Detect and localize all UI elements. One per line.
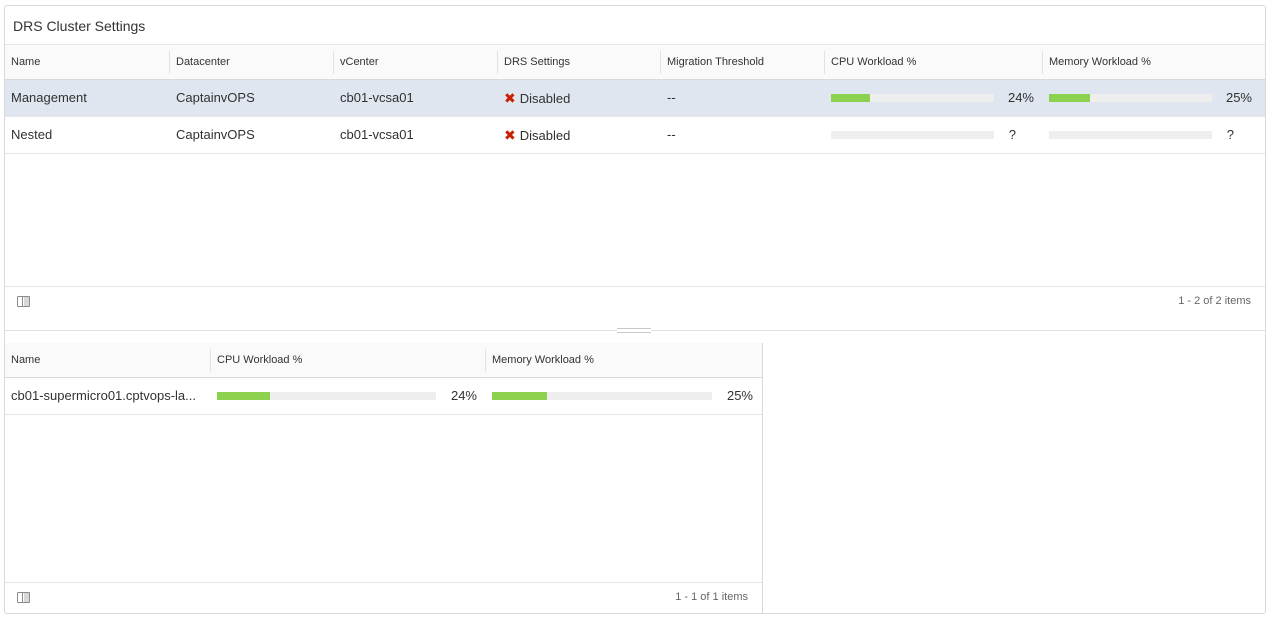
cluster-cpu-workload: ? xyxy=(825,117,1043,153)
column-header-memory-workload[interactable]: Memory Workload % xyxy=(1049,56,1151,68)
column-header-host-memory-workload[interactable]: Memory Workload % xyxy=(492,354,594,366)
cpu-workload-value: ? xyxy=(1008,127,1016,142)
drs-cluster-settings-panel: DRS Cluster Settings Name Datacenter vCe… xyxy=(4,5,1266,614)
cluster-migration-threshold: -- xyxy=(667,127,676,142)
hosts-grid: Name CPU Workload % Memory Workload % cb… xyxy=(5,343,763,614)
cluster-migration-threshold: -- xyxy=(667,90,676,105)
host-memory-workload: 25% xyxy=(486,378,762,414)
memory-workload-bar xyxy=(1049,94,1212,102)
cluster-memory-workload: 25% xyxy=(1043,80,1264,116)
close-x-icon: ✖ xyxy=(504,127,516,143)
cluster-cpu-workload: 24% xyxy=(825,80,1043,116)
cluster-datacenter: CaptainvOPS xyxy=(176,127,255,142)
column-header-vcenter[interactable]: vCenter xyxy=(334,45,498,80)
cluster-vcenter: cb01-vcsa01 xyxy=(340,127,414,142)
cpu-workload-bar xyxy=(831,131,994,139)
column-header-drs-settings[interactable]: DRS Settings xyxy=(498,45,661,80)
column-header-datacenter[interactable]: Datacenter xyxy=(170,45,334,80)
pagination-text: 1 - 1 of 1 items xyxy=(675,591,748,603)
memory-workload-bar xyxy=(492,392,712,400)
drs-status-text: Disabled xyxy=(519,91,571,106)
memory-workload-value: 25% xyxy=(726,388,753,403)
memory-workload-value: 25% xyxy=(1225,90,1252,105)
panel-title: DRS Cluster Settings xyxy=(13,18,146,34)
cluster-drs-settings: ✖ Disabled xyxy=(498,117,661,153)
resize-handle[interactable] xyxy=(617,328,651,333)
memory-workload-fill xyxy=(492,392,547,400)
cluster-name: Management xyxy=(11,90,87,105)
table-row[interactable]: Nested CaptainvOPS cb01-vcsa01 ✖ Disabled… xyxy=(5,117,1265,154)
hosts-grid-footer: 1 - 1 of 1 items xyxy=(5,582,762,614)
memory-workload-bar xyxy=(1049,131,1212,139)
cluster-vcenter: cb01-vcsa01 xyxy=(340,90,414,105)
column-header-cpu-workload[interactable]: CPU Workload % xyxy=(825,45,1043,80)
column-header-migration-threshold[interactable]: Migration Threshold xyxy=(661,45,825,80)
pagination-text: 1 - 2 of 2 items xyxy=(1178,295,1251,307)
clusters-grid-header: Name Datacenter vCenter DRS Settings Mig… xyxy=(5,45,1265,80)
hosts-grid-header: Name CPU Workload % Memory Workload % xyxy=(5,343,762,378)
cpu-workload-value: 24% xyxy=(450,388,477,403)
drs-status-text: Disabled xyxy=(519,128,571,143)
memory-workload-value: ? xyxy=(1226,127,1234,142)
cpu-workload-fill xyxy=(831,94,871,102)
host-cpu-workload: 24% xyxy=(211,378,486,414)
cpu-workload-fill xyxy=(217,392,270,400)
table-row[interactable]: cb01-supermicro01.cptvops-la... 24% 25% xyxy=(5,378,762,415)
table-row[interactable]: Management CaptainvOPS cb01-vcsa01 ✖ Disa… xyxy=(5,80,1265,117)
cluster-memory-workload: ? xyxy=(1043,117,1264,153)
close-x-icon: ✖ xyxy=(504,90,516,106)
column-header-host-cpu-workload[interactable]: CPU Workload % xyxy=(211,343,486,378)
cluster-name: Nested xyxy=(11,127,53,142)
cpu-workload-value: 24% xyxy=(1007,90,1034,105)
column-header-host-name[interactable]: Name xyxy=(5,343,211,378)
cpu-workload-bar xyxy=(831,94,994,102)
column-header-name[interactable]: Name xyxy=(5,45,170,80)
cpu-workload-bar xyxy=(217,392,436,400)
column-toggle-icon[interactable] xyxy=(17,592,30,603)
cluster-drs-settings: ✖ Disabled xyxy=(498,80,661,116)
clusters-grid-footer: 1 - 2 of 2 items xyxy=(5,286,1265,316)
cluster-datacenter: CaptainvOPS xyxy=(176,90,255,105)
host-name: cb01-supermicro01.cptvops-la... xyxy=(11,388,196,403)
memory-workload-fill xyxy=(1049,94,1090,102)
column-toggle-icon[interactable] xyxy=(17,296,30,307)
clusters-grid: Name Datacenter vCenter DRS Settings Mig… xyxy=(5,44,1265,307)
